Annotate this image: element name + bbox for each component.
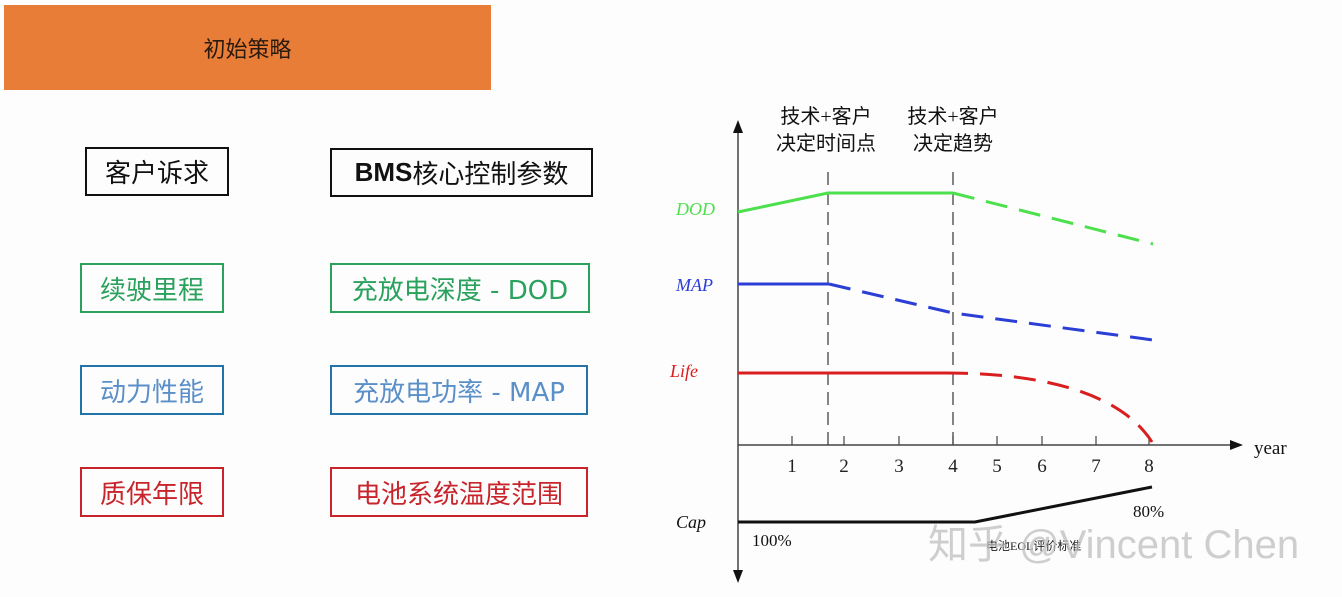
x-tick-2: 2 <box>839 456 849 477</box>
y-axis <box>733 120 743 583</box>
x-tick-5: 5 <box>992 456 1002 477</box>
series-label-dod: DOD <box>675 199 715 219</box>
x-axis-label: year <box>1254 438 1287 459</box>
arrow-up-icon <box>733 120 743 133</box>
x-axis: year 1 2 3 4 5 6 7 8 <box>738 436 1287 477</box>
annotation-2-line2: 决定趋势 <box>913 132 993 155</box>
banner-title: 初始策略 <box>203 37 292 63</box>
customer-range: 续驶里程 <box>80 263 224 313</box>
series-dod: DOD <box>675 191 1154 246</box>
param-dod: 充放电深度 - DOD <box>330 263 590 313</box>
customer-demand-header: 客户诉求 <box>85 147 229 196</box>
strategy-banner: 初始策略 <box>4 5 491 90</box>
decision-annotations: 技术+客户 决定时间点 技术+客户 决定趋势 <box>776 105 999 445</box>
x-tick-3: 3 <box>894 456 904 477</box>
x-tick-7: 7 <box>1091 456 1101 477</box>
cap-label: Cap <box>676 512 706 532</box>
bms-params-header: BMS 核心控制参数 <box>330 148 593 197</box>
x-tick-4: 4 <box>948 456 958 477</box>
series-map: MAP <box>675 275 1154 342</box>
bms-suffix: 核心控制参数 <box>412 160 569 190</box>
arrow-down-icon <box>733 570 743 583</box>
param-temperature: 电池系统温度范围 <box>330 467 588 517</box>
cap-start-label: 100% <box>752 531 792 550</box>
customer-warranty: 质保年限 <box>80 467 224 517</box>
cap-caption: 电池EOL评价标准 <box>986 539 1081 553</box>
annotation-1-line2: 决定时间点 <box>776 132 876 155</box>
param-map: 充放电功率 - MAP <box>330 365 588 415</box>
series-label-map: MAP <box>675 275 713 295</box>
cap-panel: Cap 100% 80% 电池EOL评价标准 <box>676 485 1164 553</box>
series-label-life: Life <box>669 361 698 381</box>
customer-power: 动力性能 <box>80 365 224 415</box>
annotation-2-line1: 技术+客户 <box>907 105 998 128</box>
annotation-1-line1: 技术+客户 <box>780 105 871 128</box>
series-life: Life <box>669 361 1154 443</box>
cap-end-label: 80% <box>1133 502 1164 521</box>
arrow-right-icon <box>1230 440 1243 450</box>
x-tick-1: 1 <box>787 456 797 477</box>
bms-prefix: BMS <box>354 157 413 187</box>
x-tick-8: 8 <box>1144 456 1154 477</box>
x-tick-6: 6 <box>1037 456 1047 477</box>
